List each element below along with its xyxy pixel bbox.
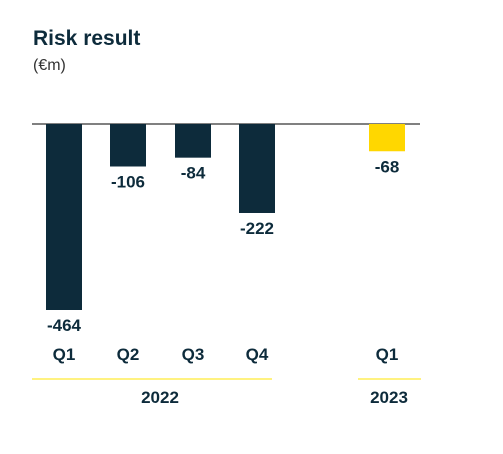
category-label-4: Q4 bbox=[246, 345, 269, 364]
value-label-4: -222 bbox=[240, 219, 274, 238]
group-label-2022: 2022 bbox=[141, 388, 179, 407]
category-label-3: Q3 bbox=[182, 345, 205, 364]
group-label-2023: 2023 bbox=[370, 388, 408, 407]
value-label-1: -464 bbox=[47, 316, 82, 335]
chart-title: Risk result bbox=[33, 27, 141, 50]
chart-subtitle: (€m) bbox=[33, 57, 66, 74]
bar-2 bbox=[110, 124, 146, 167]
bar-5 bbox=[369, 124, 405, 152]
bar-3 bbox=[175, 124, 211, 158]
value-label-2: -106 bbox=[111, 172, 145, 191]
category-label-1: Q1 bbox=[53, 345, 76, 364]
category-label-2: Q2 bbox=[117, 345, 140, 364]
bar-1 bbox=[46, 124, 82, 310]
value-label-5: -68 bbox=[375, 157, 400, 176]
category-label-5: Q1 bbox=[376, 345, 399, 364]
value-label-3: -84 bbox=[181, 164, 206, 183]
bar-4 bbox=[239, 124, 275, 213]
